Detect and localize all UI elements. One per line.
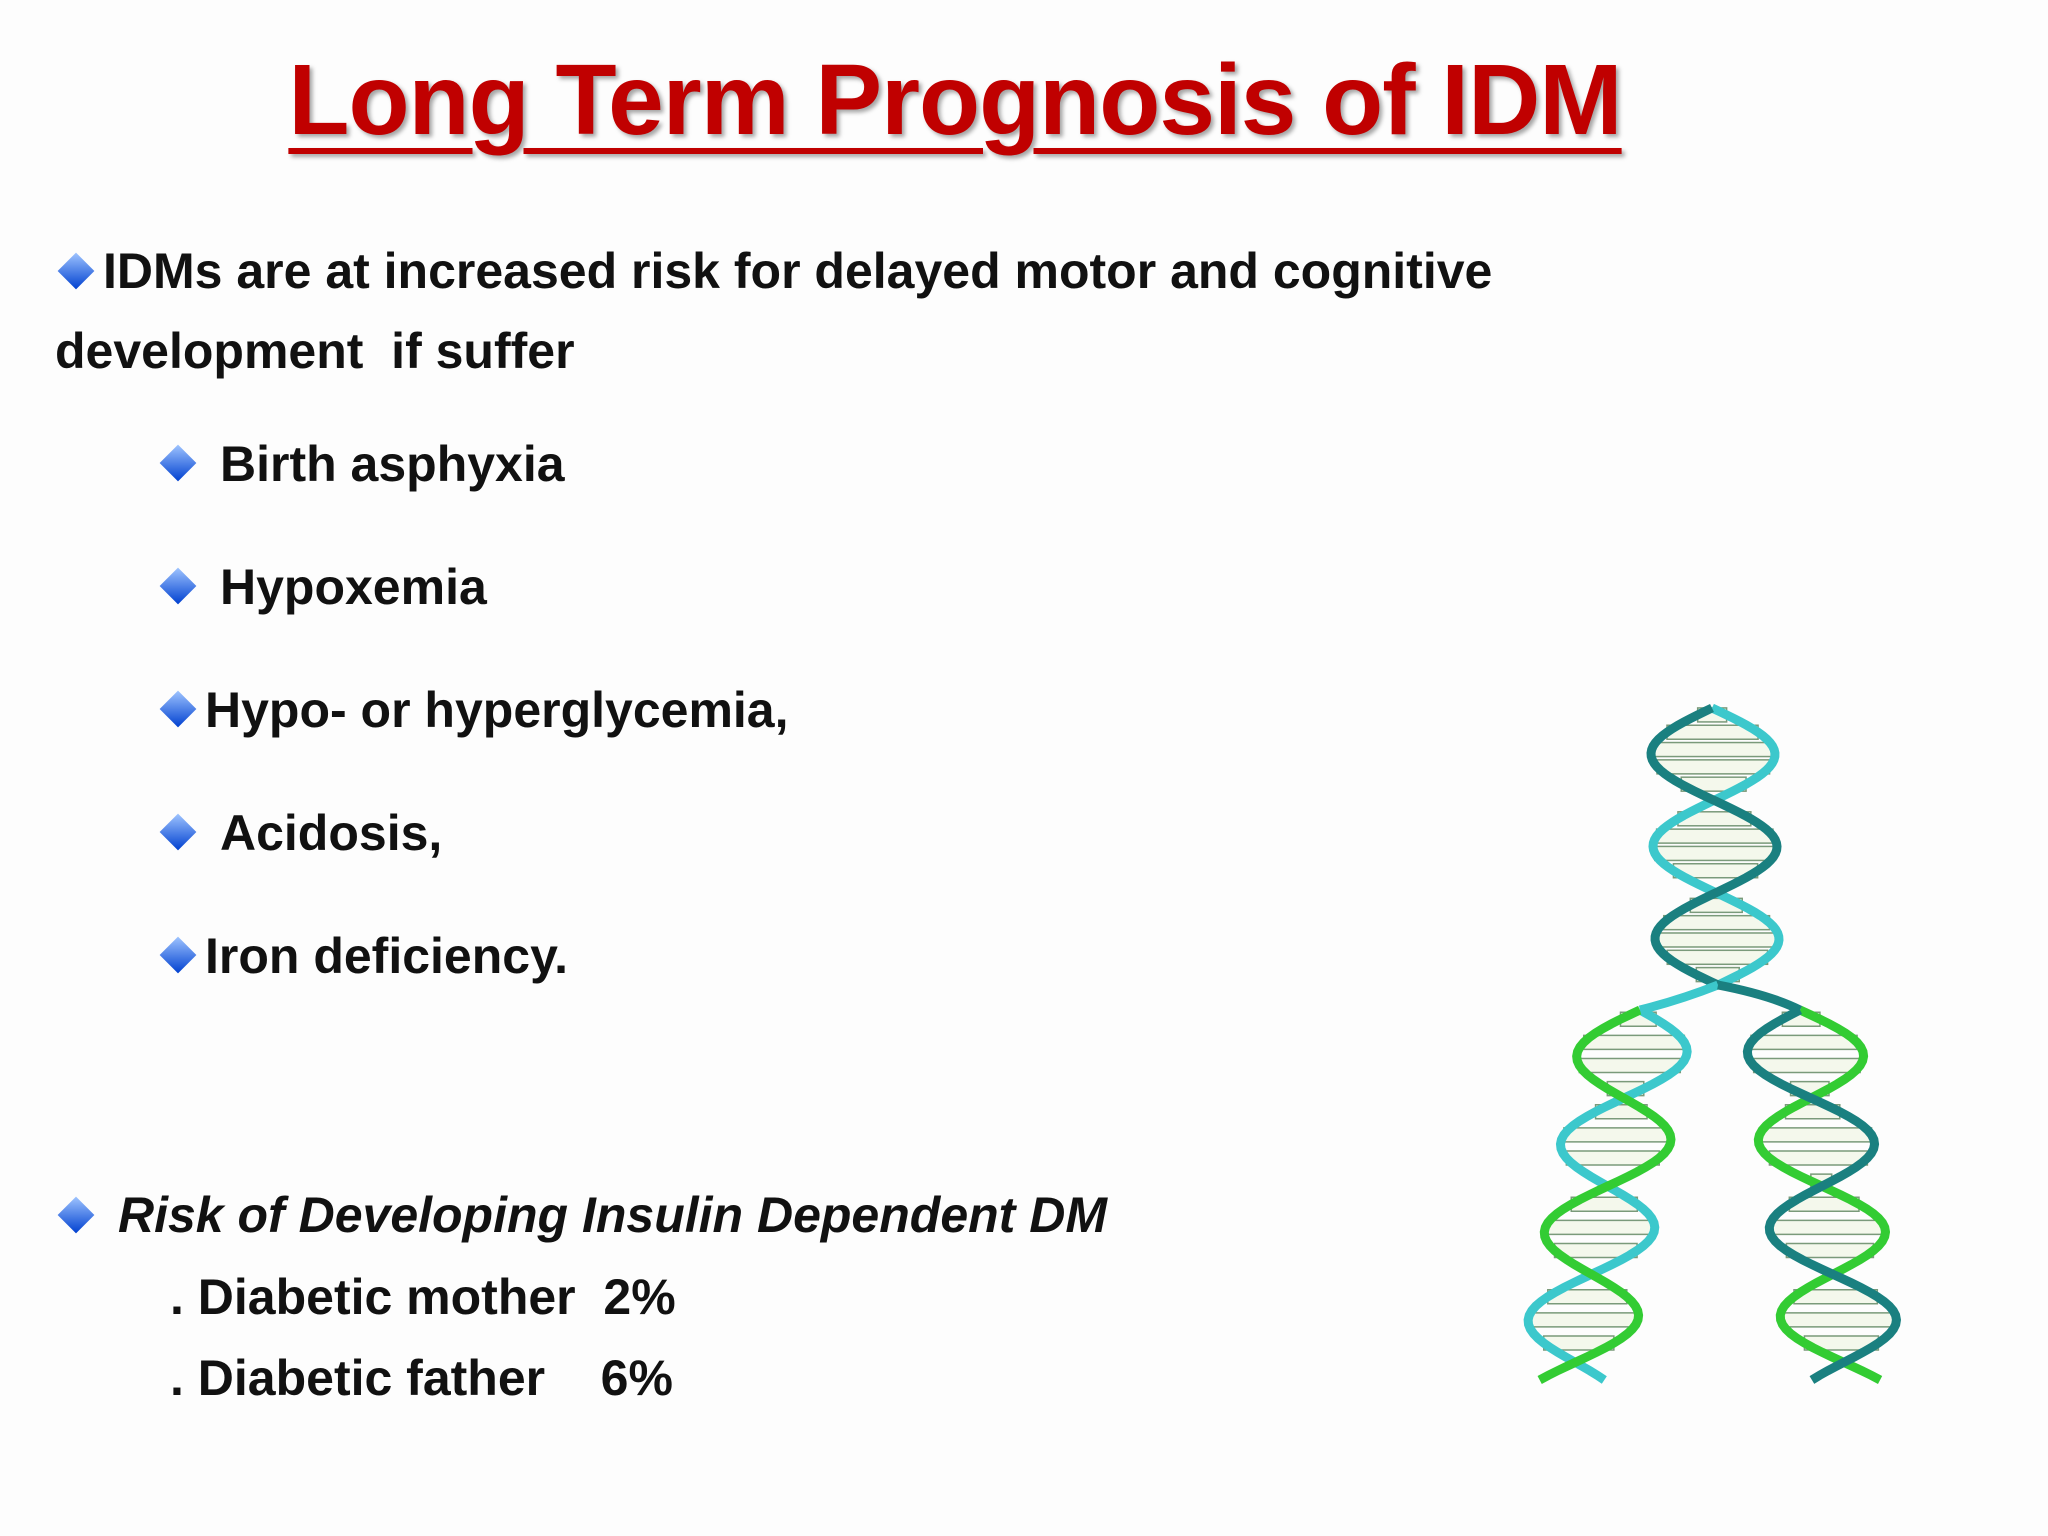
- condition: Hypo- or hyperglycemia,: [205, 682, 789, 738]
- dna-base-pair: [1619, 1011, 1657, 1027]
- bullet-icon: [159, 690, 197, 728]
- dna-base-pair: [1656, 759, 1771, 775]
- dna-fork: [1638, 980, 1720, 1015]
- dna-base-pair: [1578, 1057, 1682, 1074]
- condition: Birth asphyxia: [220, 436, 565, 492]
- bullet-icon: [159, 813, 197, 851]
- dna-base-pair: [1752, 1057, 1861, 1074]
- bullet-icon: [159, 444, 197, 482]
- dna-base-pair: [1672, 862, 1759, 879]
- dna-base-pair: [1666, 949, 1769, 966]
- risk-item: . Diabetic mother 2%: [170, 1269, 676, 1325]
- dna-base-pair: [1696, 707, 1728, 723]
- dna-base-pair: [1594, 1104, 1648, 1120]
- dna-base-pair: [1750, 1034, 1858, 1051]
- dna-base-pair: [1654, 932, 1780, 948]
- bullet-icon: [159, 567, 197, 605]
- dna-base-pair: [1779, 1312, 1898, 1328]
- dna-base-pair: [1768, 1150, 1869, 1166]
- dna-base-pair: [1606, 1080, 1645, 1097]
- slide-title: Long Term Prognosis of IDM: [288, 44, 1622, 156]
- bullet-icon: [159, 936, 197, 974]
- dna-strand: [1537, 1005, 1676, 1384]
- dna-base-pair: [1784, 1104, 1841, 1120]
- dna-base-pair: [1788, 1196, 1860, 1212]
- dna-base-pair: [1565, 1150, 1660, 1166]
- dna-base-pair: [1542, 1335, 1615, 1351]
- dna-base-pair: [1663, 914, 1771, 931]
- dna-base-pair: [1803, 1335, 1880, 1351]
- dna-strand: [1742, 1006, 1902, 1384]
- dna-base-pair: [1582, 1034, 1686, 1051]
- risk-item: . Diabetic father 6%: [170, 1350, 673, 1406]
- dna-base-pair: [1544, 1219, 1656, 1236]
- risk-heading: Risk of Developing Insulin Dependent DM: [118, 1187, 1107, 1243]
- dna-base-pair: [1677, 811, 1752, 827]
- dna-strand: [1648, 703, 1784, 990]
- condition: Hypoxemia: [220, 559, 487, 615]
- dna-base-pair: [1781, 1011, 1821, 1027]
- dna-base-pair: [1689, 897, 1743, 914]
- dna-base-pair: [1570, 1196, 1639, 1212]
- bullet-icon: [57, 1196, 95, 1234]
- condition: Iron deficiency.: [205, 928, 569, 984]
- dna-base-pair: [1768, 1219, 1886, 1236]
- dna-base-pair: [1789, 1080, 1830, 1097]
- dna-base-pair: [1785, 1242, 1875, 1259]
- dna-base-pair: [1695, 966, 1740, 983]
- dna-fork: [1717, 980, 1803, 1015]
- dna-base-pair: [1793, 1289, 1879, 1305]
- dna-base-pair: [1553, 1242, 1638, 1259]
- dna-base-pair: [1758, 1127, 1873, 1143]
- dna-base-pair: [1666, 724, 1759, 740]
- dna-strand: [1753, 1005, 1891, 1384]
- dna-base-pair: [1655, 828, 1774, 844]
- dna-base-pair: [1547, 1289, 1628, 1305]
- dna-base-pair: [1654, 845, 1777, 862]
- intro-text: IDMs are at increased risk for delayed m…: [55, 243, 1507, 379]
- dna-base-pair: [1810, 1173, 1833, 1189]
- dna-base-pair: [1563, 1127, 1671, 1143]
- dna-base-pair: [1650, 741, 1775, 758]
- dna-strand: [1646, 703, 1782, 990]
- condition: Acidosis,: [220, 805, 443, 861]
- dna-strand: [1523, 1006, 1692, 1384]
- dna-base-pair: [1527, 1312, 1639, 1328]
- dna-base-pair: [1680, 776, 1747, 792]
